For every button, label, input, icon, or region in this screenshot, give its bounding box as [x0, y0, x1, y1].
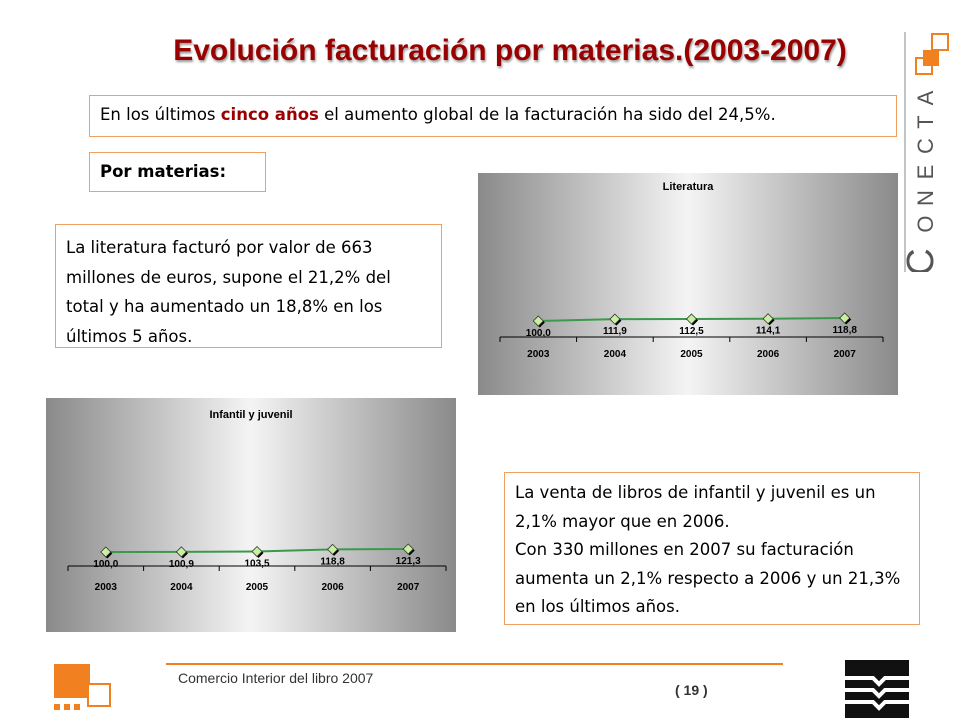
logo-letter: C [913, 138, 938, 154]
data-point [609, 313, 621, 325]
logo-letter: T [913, 115, 938, 128]
chart-background [478, 173, 898, 395]
federation-logo [845, 660, 909, 718]
footer-text: Comercio Interior del libro 2007 [178, 670, 374, 686]
data-point [839, 312, 851, 324]
data-label: 103,5 [244, 559, 269, 570]
data-label: 100,0 [93, 559, 118, 570]
intro-text-bold: cinco años [220, 105, 319, 124]
page-number: ( 19 ) [675, 682, 708, 698]
chart-title: Literatura [663, 181, 715, 193]
literatura-chart: Literatura 2003 2004 2005 2006 2007 100,0 111,9… [478, 173, 898, 395]
data-point [175, 546, 187, 558]
page-title: Evolución facturación por materias.(2003… [173, 34, 847, 67]
intro-text-start: En los últimos [100, 105, 221, 124]
x-tick-label: 2006 [321, 582, 344, 593]
x-tick-label: 2004 [170, 582, 193, 593]
x-tick-label: 2004 [604, 349, 627, 360]
data-point [251, 545, 263, 558]
footer-divider [166, 663, 783, 665]
x-tick-label: 2007 [834, 349, 857, 360]
infantil-chart: Infantil y juvenil 2003 2004 2005 2006 2007 10… [46, 398, 456, 632]
intro-text-end: el aumento global de la facturación ha s… [318, 105, 776, 124]
data-point [762, 313, 774, 325]
infantil-description: La venta de libros de infantil y juvenil… [504, 472, 920, 625]
logo-letter: N [913, 190, 938, 206]
intro-box: En los últimos cinco años el aumento glo… [89, 95, 897, 137]
infantil-description-line2: Con 330 millones en 2007 su facturación … [515, 540, 901, 616]
data-point [327, 543, 339, 555]
x-tick-label: 2003 [527, 349, 550, 360]
logo-letter: C [903, 248, 942, 272]
data-label: 114,1 [756, 326, 781, 337]
literatura-description: La literatura facturó por valor de 663 m… [55, 224, 442, 348]
x-tick-label: 2005 [680, 349, 703, 360]
logo-letter: E [913, 165, 938, 180]
x-tick-label: 2007 [397, 582, 420, 593]
data-label: 121,3 [396, 556, 421, 567]
infantil-description-line1: La venta de libros de infantil y juvenil… [515, 483, 876, 531]
data-point [402, 543, 414, 555]
chart-title: Infantil y juvenil [209, 409, 292, 421]
section-label: Por materias: [89, 152, 266, 192]
logo-letter: A [913, 90, 938, 105]
logo-letter: O [913, 215, 938, 232]
x-tick-label: 2003 [95, 582, 118, 593]
data-label: 100,9 [169, 559, 194, 570]
x-tick-label: 2005 [246, 582, 269, 593]
data-label: 100,0 [526, 328, 551, 339]
orange-squares-logo [54, 664, 111, 710]
data-point [685, 313, 698, 325]
data-label: 112,5 [679, 326, 704, 337]
data-label: 118,8 [832, 325, 857, 336]
chart-background [46, 398, 456, 632]
x-tick-label: 2006 [757, 349, 780, 360]
data-point [532, 315, 544, 327]
data-point [100, 546, 112, 558]
data-label: 118,8 [320, 556, 345, 567]
data-label: 111,9 [603, 326, 627, 337]
